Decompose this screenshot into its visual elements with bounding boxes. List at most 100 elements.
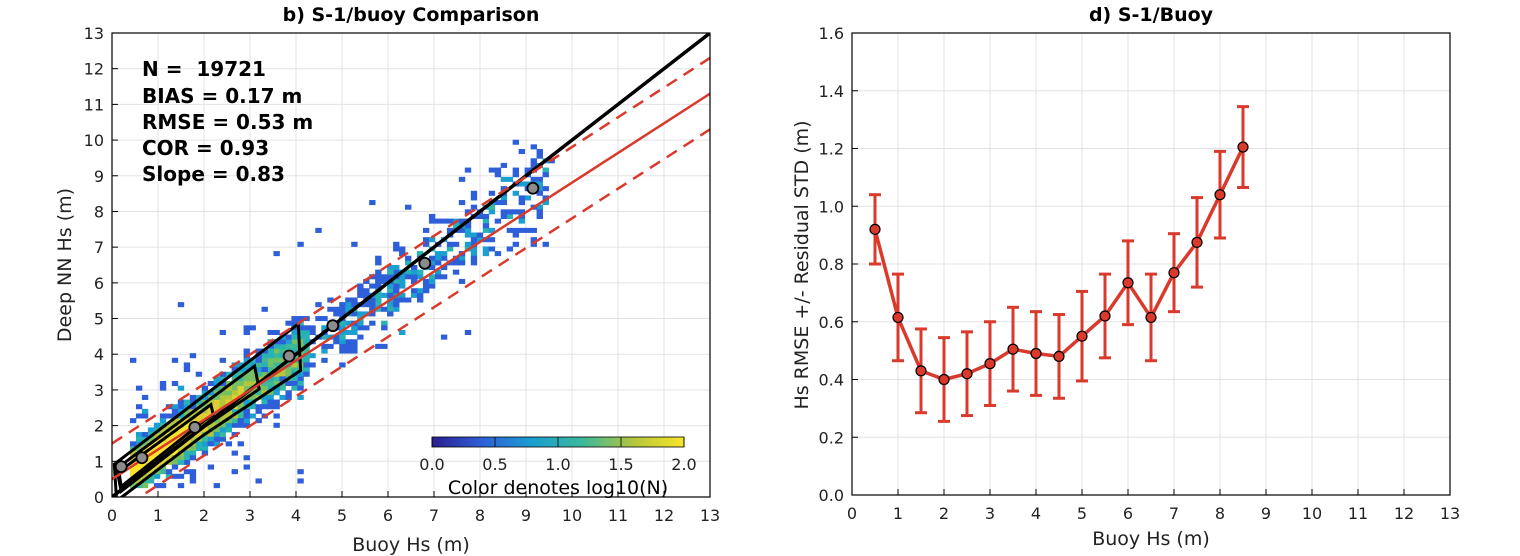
left-x-tick-label: 6 bbox=[383, 506, 393, 525]
density-cell bbox=[297, 329, 304, 335]
density-cell bbox=[201, 394, 209, 400]
density-cell bbox=[135, 404, 143, 410]
density-cell bbox=[243, 348, 250, 354]
density-cell bbox=[297, 385, 304, 391]
density-cell bbox=[470, 237, 478, 243]
density-cell bbox=[399, 329, 406, 335]
density-cell bbox=[201, 390, 209, 396]
density-cell bbox=[189, 445, 197, 451]
density-cell bbox=[512, 232, 520, 238]
density-cell bbox=[422, 227, 430, 233]
density-cell bbox=[213, 399, 221, 405]
density-cell bbox=[279, 343, 286, 349]
rmse-point bbox=[1030, 347, 1042, 360]
right-x-tick-label: 4 bbox=[1031, 504, 1041, 523]
density-cell bbox=[249, 394, 256, 400]
colorbar-tick-label: 0.5 bbox=[482, 455, 507, 474]
density-cell bbox=[267, 353, 274, 359]
density-cell bbox=[464, 227, 472, 233]
density-cell bbox=[375, 292, 382, 298]
density-cell bbox=[536, 209, 543, 215]
density-cell bbox=[357, 320, 364, 326]
left-y-axis-label: Deep NN Hs (m) bbox=[54, 188, 76, 342]
density-cell bbox=[494, 172, 502, 178]
density-cell bbox=[213, 394, 221, 400]
left-y-tick-label: 13 bbox=[84, 24, 104, 43]
density-cell bbox=[207, 408, 215, 414]
density-cell bbox=[369, 200, 376, 206]
density-cell bbox=[518, 209, 526, 215]
density-cell bbox=[357, 288, 364, 294]
density-cell bbox=[231, 469, 238, 475]
density-cell bbox=[381, 292, 388, 298]
density-cell bbox=[440, 334, 448, 340]
density-cell bbox=[285, 390, 292, 396]
density-cell bbox=[231, 408, 238, 414]
left-plot-frame bbox=[111, 32, 711, 498]
density-cell bbox=[321, 357, 328, 363]
density-cell bbox=[375, 343, 382, 349]
density-cell bbox=[434, 255, 442, 261]
density-cell bbox=[434, 251, 442, 257]
density-cell bbox=[339, 325, 346, 331]
density-cell bbox=[273, 362, 280, 368]
density-cell bbox=[345, 306, 352, 312]
density-cell bbox=[297, 381, 304, 387]
density-cell bbox=[464, 329, 472, 335]
density-cell bbox=[416, 269, 424, 275]
density-cell bbox=[147, 436, 155, 442]
density-cell bbox=[243, 399, 250, 405]
density-cell bbox=[231, 385, 238, 391]
density-cell bbox=[207, 436, 215, 442]
density-cell bbox=[339, 329, 346, 335]
density-cell bbox=[153, 445, 161, 451]
density-cell bbox=[279, 357, 286, 363]
density-cell bbox=[195, 413, 203, 419]
density-cell bbox=[434, 260, 442, 266]
density-cell bbox=[213, 436, 221, 442]
density-cell bbox=[428, 265, 436, 271]
right-x-tick-label: 6 bbox=[1123, 504, 1133, 523]
density-cell bbox=[171, 408, 179, 414]
density-cell bbox=[261, 399, 268, 405]
line-1-1 bbox=[112, 33, 710, 497]
density-cell bbox=[458, 278, 466, 284]
density-cell bbox=[428, 260, 436, 266]
density-cell bbox=[273, 399, 280, 405]
density-cell bbox=[225, 427, 232, 433]
density-cell bbox=[141, 408, 149, 414]
density-cell bbox=[512, 190, 520, 196]
density-cell bbox=[171, 473, 179, 479]
density-cell bbox=[243, 455, 250, 461]
density-cell bbox=[339, 348, 346, 354]
density-cell bbox=[357, 311, 364, 317]
density-cell bbox=[159, 381, 167, 387]
density-cell bbox=[249, 367, 256, 373]
density-cell bbox=[201, 436, 209, 442]
density-cell bbox=[536, 190, 543, 196]
density-cell bbox=[285, 339, 292, 345]
density-cell bbox=[351, 302, 358, 308]
right-y-tick-label: 0.2 bbox=[819, 428, 844, 447]
left-y-tick-label: 0 bbox=[94, 488, 104, 507]
density-cell bbox=[207, 464, 215, 470]
density-cell bbox=[482, 251, 490, 257]
density-cell bbox=[303, 367, 310, 373]
density-cell bbox=[303, 339, 310, 345]
binned-mean-point bbox=[282, 349, 296, 363]
right-y-tick-label: 1.0 bbox=[819, 197, 844, 216]
density-cell bbox=[506, 213, 514, 219]
density-cell bbox=[482, 237, 490, 243]
density-cell bbox=[171, 418, 179, 424]
density-cell bbox=[141, 483, 149, 489]
rmse-point bbox=[1145, 311, 1157, 324]
right-gridlines bbox=[851, 32, 1451, 496]
density-cell bbox=[237, 404, 244, 410]
density-cell bbox=[195, 394, 203, 400]
density-cell bbox=[303, 371, 310, 377]
density-cell bbox=[387, 265, 394, 271]
density-cell bbox=[363, 325, 370, 331]
density-cell bbox=[542, 241, 549, 247]
binned-mean-point bbox=[188, 420, 202, 434]
rmse-point bbox=[892, 311, 904, 324]
